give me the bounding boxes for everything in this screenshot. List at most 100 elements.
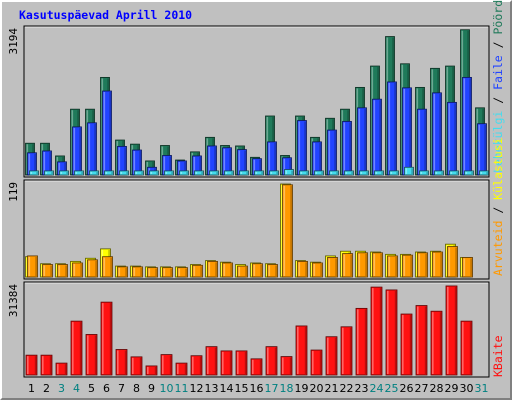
x-tick-label: 8 [133,382,140,395]
x-tick-label: 15 [235,382,249,395]
bar-top-Lehekülgi-1 [29,170,39,176]
bar-top-Lehekülgi-22 [344,170,354,176]
bar-bottom-KBaite-14 [220,350,233,376]
bar-top-Faile-20 [312,141,322,176]
bar-mid-Arvuteid-22 [342,253,353,278]
bar-top-Lehekülgi-5 [89,170,99,176]
bar-bottom-KBaite-26 [400,313,413,376]
bar-top-Faile-24 [372,98,382,176]
bar-bottom-KBaite-4 [70,320,83,376]
bar-mid-Arvuteid-6 [102,256,113,278]
bar-top-Lehekülgi-3 [59,170,69,176]
bar-bottom-KBaite-7 [115,349,128,376]
x-tick-label: 25 [385,382,399,395]
legend-entry: / [491,200,505,221]
bar-top-Faile-19 [297,120,307,176]
legend-entry: Arvuteid [491,221,505,276]
max-label-bottom: 31384 [7,284,20,317]
bar-mid-Arvuteid-16 [252,263,263,278]
bar-top-Lehekülgi-15 [239,170,249,176]
bar-bottom-KBaite-6 [100,301,113,376]
bar-top-Faile-22 [342,121,352,176]
bar-mid-Arvuteid-14 [222,262,233,278]
bar-bottom-KBaite-11 [175,362,188,376]
x-tick-label: 11 [175,382,189,395]
chart-title: Kasutuspäevad Aprill 2010 [19,8,192,22]
bar-bottom-KBaite-30 [460,320,473,376]
bar-top-Lehekülgi-19 [299,170,309,176]
bar-mid-Arvuteid-3 [57,264,68,278]
bar-top-Lehekülgi-31 [479,170,489,176]
x-tick-label: 5 [88,382,95,395]
bar-top-Lehekülgi-7 [119,170,129,176]
bar-top-Lehekülgi-13 [209,170,219,176]
x-tick-label: 2 [43,382,50,395]
x-tick-label: 27 [415,382,429,395]
bar-mid-Arvuteid-10 [162,267,173,278]
bar-bottom-KBaite-12 [190,355,203,376]
bar-bottom-KBaite-1 [25,354,38,376]
bar-top-Lehekülgi-21 [329,170,339,176]
x-tick-label: 16 [250,382,264,395]
x-tick-label: 28 [430,382,444,395]
bar-top-Faile-27 [417,108,427,176]
bar-mid-Arvuteid-12 [192,264,203,278]
bar-bottom-KBaite-5 [85,334,98,376]
bar-top-Lehekülgi-25 [389,170,399,176]
bar-top-Lehekülgi-29 [449,170,459,176]
bar-mid-Arvuteid-25 [387,255,398,278]
bar-top-Lehekülgi-2 [44,170,54,176]
x-tick-label: 14 [220,382,234,395]
bar-mid-Arvuteid-26 [402,254,413,278]
bar-top-Faile-26 [402,87,412,176]
legend-entry: KBaite [491,335,505,377]
x-tick-label: 3 [58,382,65,395]
legend-entry: Lehekülgi [491,111,505,173]
bar-mid-Arvuteid-19 [297,260,308,278]
x-tick-label: 21 [325,382,339,395]
bar-mid-Arvuteid-5 [87,259,98,278]
bar-top-Lehekülgi-4 [74,170,84,176]
bar-bottom-KBaite-21 [325,336,338,376]
bar-bottom-KBaite-3 [55,362,68,376]
bar-top-Faile-31 [477,123,487,176]
x-tick-label: 7 [118,382,125,395]
legend-entry: Külastusi [491,137,505,199]
bar-mid-Arvuteid-13 [207,260,218,278]
bar-bottom-KBaite-23 [355,307,368,376]
bar-bottom-KBaite-28 [430,310,443,376]
bar-bottom-KBaite-27 [415,305,428,376]
bar-top-Lehekülgi-23 [359,170,369,176]
bar-top-Lehekülgi-12 [194,170,204,176]
x-tick-label: 22 [340,382,354,395]
bar-top-Lehekülgi-6 [104,170,114,176]
x-tick-label: 29 [445,382,459,395]
bar-top-Lehekülgi-17 [269,170,279,176]
bar-bottom-KBaite-17 [265,346,278,376]
bar-top-Faile-21 [327,129,337,176]
bar-mid-Arvuteid-8 [132,266,143,278]
bar-bottom-KBaite-16 [250,358,263,376]
bar-top-Faile-17 [267,141,277,176]
x-tick-label: 17 [265,382,279,395]
x-tick-label: 6 [103,382,110,395]
bar-top-Faile-6 [102,90,112,176]
bar-bottom-KBaite-18 [280,356,293,376]
legend-entry: Faile [491,55,505,90]
bar-bottom-KBaite-8 [130,356,143,376]
legend-entry: / [491,35,505,56]
bar-bottom-KBaite-29 [445,285,458,376]
bar-mid-Arvuteid-18 [282,184,293,278]
legend-mid: Arvuteid / Külastusi [491,137,505,276]
bar-top-Lehekülgi-16 [254,170,264,176]
x-tick-label: 4 [73,382,80,395]
x-tick-label: 13 [205,382,219,395]
x-tick-label: 9 [148,382,155,395]
x-tick-label: 1 [28,382,35,395]
bar-top-Lehekülgi-11 [179,170,189,176]
legend-entry: Pöördumisi [491,0,505,35]
bar-bottom-KBaite-13 [205,346,218,376]
x-tick-label: 12 [190,382,204,395]
bar-top-Faile-5 [87,122,97,176]
